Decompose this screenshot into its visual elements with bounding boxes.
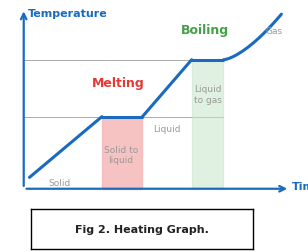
Text: Boiling: Boiling (180, 24, 229, 37)
Bar (192, 60, 224, 189)
Text: Melting: Melting (91, 77, 144, 90)
Bar (102, 117, 142, 189)
Text: Liquid: Liquid (153, 124, 181, 133)
Text: Solid to
liquid: Solid to liquid (103, 145, 138, 165)
Text: Gas: Gas (265, 27, 283, 36)
Text: Solid: Solid (49, 178, 71, 187)
Text: Liquid
to gas: Liquid to gas (194, 85, 221, 104)
Text: Temperature: Temperature (28, 9, 108, 19)
Text: Fig 2. Heating Graph.: Fig 2. Heating Graph. (75, 224, 209, 234)
Text: Time: Time (291, 181, 308, 191)
